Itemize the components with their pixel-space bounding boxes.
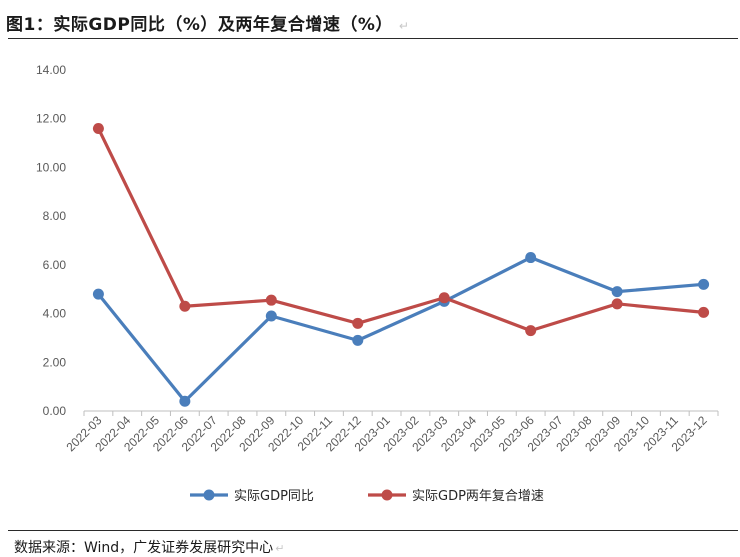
series-point-0 xyxy=(611,286,623,298)
series-point-1 xyxy=(179,300,191,312)
legend-marker-0 xyxy=(203,489,215,501)
top-rule xyxy=(8,38,738,39)
series-point-1 xyxy=(698,306,710,318)
series-point-0 xyxy=(265,310,277,322)
series-point-1 xyxy=(92,122,104,134)
y-tick-label: 2.00 xyxy=(43,355,67,369)
y-tick-label: 8.00 xyxy=(43,209,67,223)
series-point-0 xyxy=(179,395,191,407)
figure-title-text: 图1：实际GDP同比（%）及两年复合增速（%） xyxy=(6,15,393,35)
figure-title: 图1：实际GDP同比（%）及两年复合增速（%） ↵ xyxy=(6,10,409,35)
series-point-0 xyxy=(525,252,537,264)
y-tick-label: 10.00 xyxy=(36,160,66,174)
series-point-1 xyxy=(352,317,364,329)
paragraph-mark-icon: ↵ xyxy=(398,19,410,33)
series-point-0 xyxy=(352,334,364,346)
legend-label-0: 实际GDP同比 xyxy=(234,489,314,504)
y-tick-label: 4.00 xyxy=(43,307,67,321)
series-point-1 xyxy=(611,298,623,310)
y-tick-label: 0.00 xyxy=(43,404,67,418)
y-tick-label: 14.00 xyxy=(36,63,66,77)
legend-label-1: 实际GDP两年复合增速 xyxy=(412,489,544,504)
series-point-1 xyxy=(525,325,537,337)
series-line-1 xyxy=(96,127,704,333)
y-tick-label: 6.00 xyxy=(43,258,67,272)
legend-marker-1 xyxy=(381,489,393,501)
series-line-0 xyxy=(97,255,704,403)
paragraph-mark-icon: ↵ xyxy=(275,542,285,555)
bottom-rule xyxy=(8,530,738,531)
series-point-0 xyxy=(698,278,710,290)
gdp-line-chart: 0.002.004.006.008.0010.0012.0014.002022-… xyxy=(36,63,719,504)
series-point-0 xyxy=(92,288,104,300)
source-note: 数据来源：Wind，广发证券发展研究中心 ↵ xyxy=(14,537,284,557)
y-tick-label: 12.00 xyxy=(36,112,66,126)
series-point-1 xyxy=(265,294,277,306)
series-point-1 xyxy=(438,292,450,304)
source-text: 数据来源：Wind，广发证券发展研究中心 xyxy=(14,540,274,556)
